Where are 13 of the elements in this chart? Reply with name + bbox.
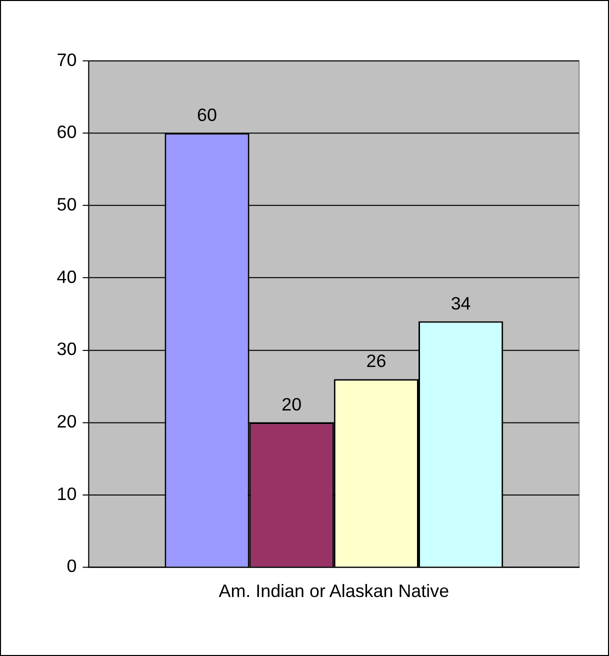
y-tick-label: 20 xyxy=(56,412,77,432)
y-tick-label: 30 xyxy=(56,339,77,360)
y-tick-label: 70 xyxy=(56,50,77,70)
y-tick-label: 60 xyxy=(56,122,77,142)
data-label: 20 xyxy=(282,394,302,415)
data-label: 60 xyxy=(197,105,218,126)
y-tick-label: 40 xyxy=(56,266,77,287)
data-label: 34 xyxy=(450,293,471,314)
x-tick-label: Am. Indian or Alaskan Native xyxy=(218,580,450,601)
data-label: 26 xyxy=(366,351,386,372)
y-tick-label: 50 xyxy=(56,194,77,214)
y-tick-label: 0 xyxy=(66,556,77,576)
y-tick-label: 10 xyxy=(56,484,77,504)
